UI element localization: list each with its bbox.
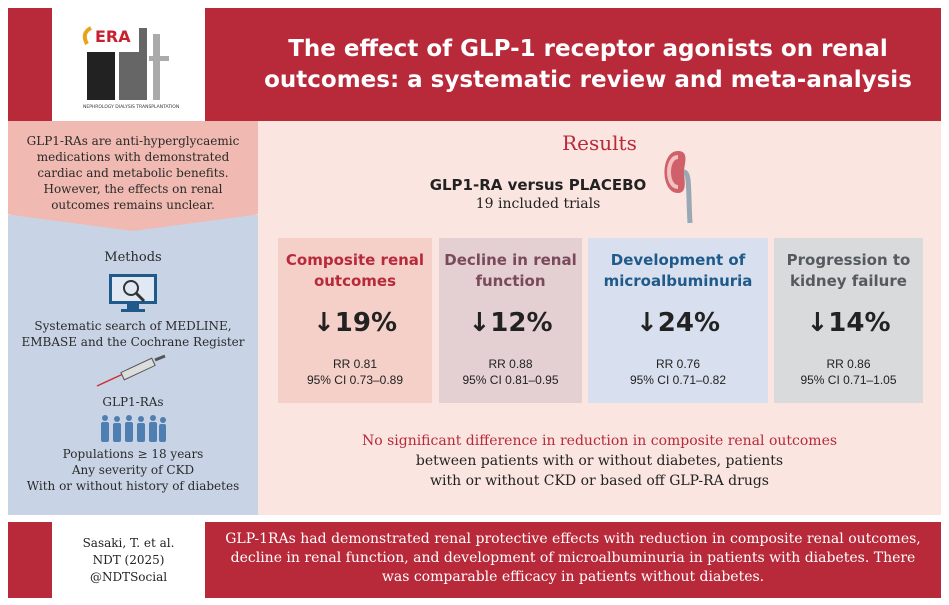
outcome-card: Composite renal outcomes ↓19% RR 0.81 95… bbox=[278, 238, 432, 403]
methods-heading: Methods bbox=[104, 250, 162, 265]
kidney-icon bbox=[664, 151, 693, 224]
comparison-label: GLP1-RA versus PLACEBO bbox=[429, 176, 647, 194]
card-rr: RR 0.76 bbox=[655, 357, 701, 371]
citation-handle: @NDTSocial bbox=[89, 570, 168, 584]
results-panel: Results GLP1-RA versus PLACEBO 19 includ… bbox=[258, 121, 941, 515]
subgroup-note: No significant difference in reduction i… bbox=[258, 431, 941, 491]
card-ci: 95% CI 0.73–0.89 bbox=[306, 373, 404, 387]
syringe-icon bbox=[96, 354, 166, 387]
card-rr: RR 0.81 bbox=[332, 357, 378, 371]
card-percent: ↓12% bbox=[468, 308, 553, 338]
methods-panel: Methods Systematic search of MEDLINE, EM… bbox=[8, 215, 258, 515]
card-title: Composite renal outcomes bbox=[285, 251, 425, 290]
card-percent: ↓14% bbox=[806, 308, 891, 338]
card-rr: RR 0.86 bbox=[826, 357, 871, 371]
svg-text:ERA: ERA bbox=[95, 27, 131, 46]
population-line: Populations ≥ 18 years bbox=[62, 447, 204, 461]
card-title: Development of microalbuminuria bbox=[603, 251, 753, 290]
card-ci: 95% CI 0.71–0.82 bbox=[629, 373, 727, 387]
drug-label: GLP1-RAs bbox=[102, 395, 164, 409]
note-text: between patients with or without diabete… bbox=[415, 453, 784, 489]
intro-box: GLP1-RAs are anti-hyperglycaemic medicat… bbox=[8, 121, 258, 231]
computer-search-icon bbox=[109, 274, 157, 312]
footer-band bbox=[8, 522, 52, 598]
trials-count: 19 included trials bbox=[475, 196, 601, 212]
card-ci: 95% CI 0.71–1.05 bbox=[800, 373, 897, 387]
conclusion-text: GLP-1RAs had demonstrated renal protecti… bbox=[225, 531, 921, 585]
note-highlight: No significant difference in reduction i… bbox=[361, 433, 838, 449]
population-line: Any severity of CKD bbox=[71, 463, 195, 477]
population-line: With or without history of diabetes bbox=[26, 479, 240, 493]
ndt-logo: ERA NEPHROLOGY DIALYSIS TRANSPLANTATION bbox=[52, 8, 205, 121]
intro-text: GLP1-RAs are anti-hyperglycaemic medicat… bbox=[26, 134, 240, 212]
conclusion-band: GLP-1RAs had demonstrated renal protecti… bbox=[205, 522, 941, 598]
card-percent: ↓19% bbox=[312, 308, 398, 338]
citation: Sasaki, T. et al. NDT (2025) @NDTSocial bbox=[52, 522, 205, 598]
page-title: The effect of GLP-1 receptor agonists on… bbox=[264, 35, 912, 93]
search-text: Systematic search of MEDLINE, EMBASE and… bbox=[21, 319, 245, 349]
citation-journal: NDT (2025) bbox=[92, 553, 165, 567]
results-heading: Results bbox=[562, 131, 637, 155]
card-ci: 95% CI 0.81–0.95 bbox=[462, 373, 559, 387]
header-band bbox=[8, 8, 52, 121]
logo-subtext: NEPHROLOGY DIALYSIS TRANSPLANTATION bbox=[83, 104, 179, 110]
card-rr: RR 0.88 bbox=[488, 357, 533, 371]
population-icon bbox=[101, 415, 166, 442]
logo-graphic: ERA NEPHROLOGY DIALYSIS TRANSPLANTATION bbox=[82, 25, 179, 110]
header-title-band: The effect of GLP-1 receptor agonists on… bbox=[205, 8, 941, 121]
outcome-card: Decline in renal function ↓12% RR 0.88 9… bbox=[439, 238, 582, 403]
outcome-card: Progression to kidney failure ↓14% RR 0.… bbox=[774, 238, 923, 403]
citation-authors: Sasaki, T. et al. bbox=[82, 536, 175, 550]
card-title: Decline in renal function bbox=[444, 251, 577, 290]
card-title: Progression to kidney failure bbox=[786, 251, 911, 290]
card-percent: ↓24% bbox=[635, 308, 721, 338]
outcome-card: Development of microalbuminuria ↓24% RR … bbox=[588, 238, 768, 403]
comparison: GLP1-RA versus PLACEBO 19 included trial… bbox=[428, 176, 648, 213]
